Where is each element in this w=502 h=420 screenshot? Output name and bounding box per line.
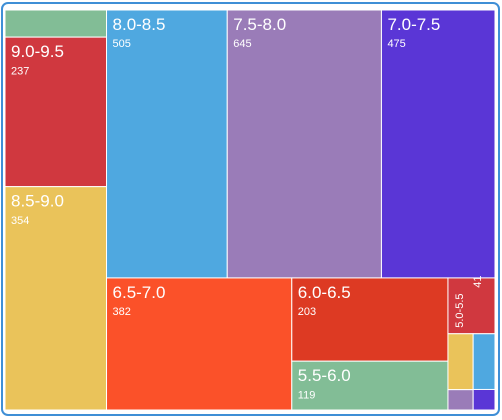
cell-label: 8.5-9.0 [11, 192, 64, 211]
cell-value: 505 [113, 38, 131, 50]
cell-value: 475 [387, 38, 405, 50]
cells: 9.0-9.5 237 8.5-9.0 354 8.0-8.5 505 7.5-8.0 645… [4, 9, 496, 411]
cell-value: 237 [11, 65, 29, 77]
cell-value: 382 [113, 306, 131, 318]
cell [447, 333, 474, 391]
cell [291, 360, 449, 411]
cell-label: 7.0-7.5 [387, 15, 440, 34]
cell [472, 388, 496, 411]
cell-value: 119 [298, 389, 316, 401]
cell-label: 6.5-7.0 [113, 283, 166, 302]
cell-label: 7.5-8.0 [233, 15, 286, 34]
cell [106, 9, 228, 279]
cell [4, 36, 108, 188]
cell-label: 8.0-8.5 [113, 15, 166, 34]
cell-value: 41 [472, 276, 484, 288]
cell [106, 277, 293, 411]
cell-value: 354 [11, 215, 29, 227]
cell [472, 333, 496, 390]
cell [291, 277, 449, 362]
cell-value: 203 [298, 306, 316, 318]
cell-label: 5.0-5.5 [454, 294, 466, 328]
cell [447, 389, 474, 411]
cell [226, 9, 382, 279]
cell-label: 9.0-9.5 [11, 42, 64, 61]
cell-label: 6.0-6.5 [298, 283, 351, 302]
cell-label: 5.5-6.0 [298, 366, 351, 385]
cell [447, 277, 496, 335]
cell [4, 186, 108, 411]
cell [4, 9, 108, 38]
cell-value: 645 [233, 38, 251, 50]
chart-frame [1, 2, 500, 416]
